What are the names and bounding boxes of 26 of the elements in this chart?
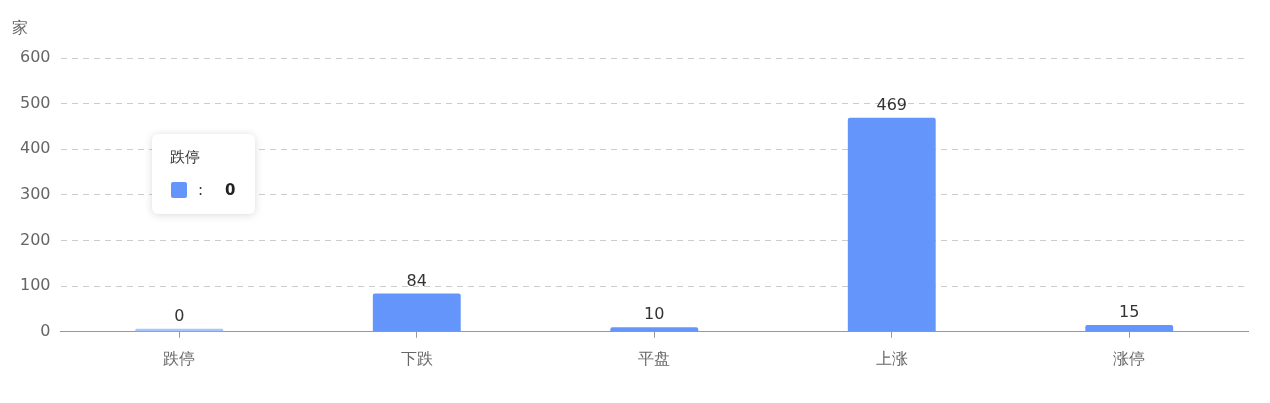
- data-label: 84: [406, 270, 427, 290]
- y-tick-label: 400: [19, 138, 51, 158]
- y-tick-label: 200: [19, 229, 51, 249]
- data-label: 10: [644, 304, 665, 324]
- y-tick-label: 500: [19, 92, 51, 112]
- y-axis-title: 家: [12, 18, 28, 38]
- x-tick-label: 涨停: [1113, 348, 1146, 368]
- bar: [1085, 324, 1174, 332]
- x-tick-label: 下跌: [400, 348, 433, 368]
- annotation: 跌停: [170, 148, 200, 167]
- bar: [372, 293, 461, 332]
- x-tick-label: 平盘: [638, 348, 671, 368]
- bar: [847, 117, 936, 332]
- annotation: 0: [225, 181, 236, 199]
- annotation: :: [198, 181, 204, 199]
- x-tick-label: 上涨: [875, 348, 908, 368]
- data-label: 15: [1119, 302, 1140, 322]
- y-tick-label: 0: [40, 320, 51, 340]
- y-tick-label: 600: [19, 47, 51, 67]
- x-tick-label: 跌停: [163, 348, 196, 368]
- data-label: 469: [876, 94, 908, 114]
- bar: [610, 327, 699, 332]
- y-tick-label: 300: [19, 184, 51, 204]
- y-tick-label: 100: [19, 275, 51, 295]
- tooltip: 跌停 : 0: [152, 134, 255, 214]
- data-label: 0: [174, 305, 185, 325]
